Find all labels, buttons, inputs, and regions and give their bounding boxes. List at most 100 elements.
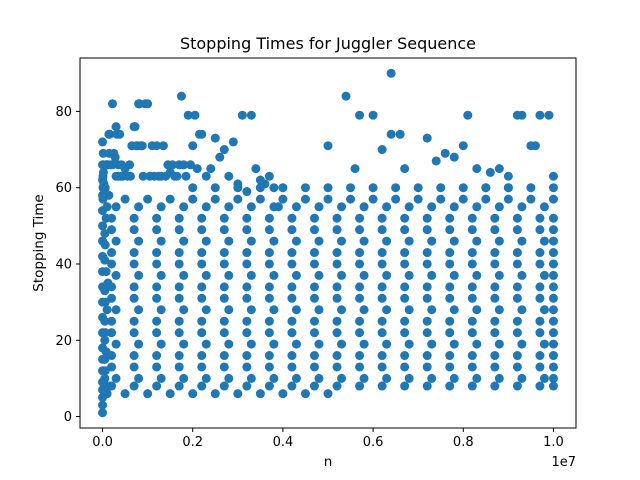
scatter-point (134, 339, 144, 349)
scatter-point (210, 194, 220, 204)
scatter-point (242, 316, 252, 326)
scatter-point (152, 316, 162, 326)
scatter-point (517, 305, 527, 315)
scatter-point (137, 141, 147, 151)
scatter-point (278, 183, 288, 193)
scatter-point (445, 328, 455, 338)
scatter-point (176, 91, 186, 101)
scatter-point (332, 328, 342, 338)
x-axis: 0.0 0.2 0.4 0.6 0.8 1.0 (92, 428, 564, 450)
scatter-point (152, 259, 162, 269)
scatter-point (377, 213, 387, 223)
scatter-point (422, 293, 432, 303)
scatter-point (386, 129, 396, 139)
scatter-point (100, 255, 110, 265)
scatter-point (490, 362, 500, 372)
scatter-point (104, 190, 114, 200)
scatter-point (512, 351, 522, 361)
scatter-point (152, 362, 162, 372)
scatter-point (264, 351, 274, 361)
scatter-point (445, 351, 455, 361)
scatter-point (512, 316, 522, 326)
scatter-point (539, 236, 549, 246)
scatter-point (269, 339, 279, 349)
scatter-point (264, 225, 274, 235)
scatter-point (156, 373, 166, 383)
x-tick-label: 0.0 (92, 435, 113, 450)
scatter-point (445, 381, 455, 391)
scatter-point (512, 328, 522, 338)
scatter-point (197, 293, 207, 303)
scatter-point (309, 225, 319, 235)
scatter-point (377, 316, 387, 326)
scatter-point (111, 202, 121, 212)
scatter-point (179, 236, 189, 246)
scatter-point (332, 381, 342, 391)
scatter-point (107, 259, 117, 269)
scatter-point (377, 225, 387, 235)
scatter-point (219, 259, 229, 269)
scatter-point (548, 183, 558, 193)
scatter-point (242, 213, 252, 223)
scatter-point (445, 282, 455, 292)
x-offset-label: 1e7 (551, 455, 576, 470)
scatter-point (445, 225, 455, 235)
scatter-point (129, 225, 139, 235)
scatter-point (264, 362, 274, 372)
scatter-point (120, 389, 130, 399)
scatter-point (422, 213, 432, 223)
scatter-point (174, 248, 184, 258)
scatter-point (237, 110, 247, 120)
scatter-point (490, 259, 500, 269)
scatter-point (129, 381, 139, 391)
scatter-point (309, 213, 319, 223)
scatter-point (377, 293, 387, 303)
scatter-point (255, 389, 265, 399)
scatter-point (126, 171, 135, 181)
scatter-point (287, 351, 297, 361)
scatter-point (188, 194, 198, 204)
scatter-point (332, 248, 342, 258)
y-axis-label: Stopping Time (31, 194, 47, 291)
scatter-point (242, 187, 252, 197)
scatter-point (472, 339, 482, 349)
scatter-point (368, 110, 378, 120)
scatter-point (210, 133, 220, 143)
scatter-point (98, 221, 108, 231)
scatter-point (201, 270, 211, 280)
scatter-point (269, 305, 279, 315)
scatter-point (309, 259, 319, 269)
scatter-point (309, 381, 319, 391)
scatter-point (355, 248, 365, 258)
scatter-point (517, 110, 527, 120)
scatter-point (219, 293, 229, 303)
scatter-point (107, 293, 117, 303)
scatter-point (111, 339, 121, 349)
scatter-point (323, 141, 333, 151)
scatter-point (314, 373, 324, 383)
scatter-point (172, 171, 182, 181)
scatter-point (174, 351, 184, 361)
scatter-point (548, 305, 558, 315)
scatter-point (467, 259, 477, 269)
scatter-point (512, 248, 522, 258)
scatter-point (517, 270, 527, 280)
scatter-point (359, 270, 369, 280)
scatter-point (413, 194, 423, 204)
scatter-point (129, 259, 139, 269)
scatter-point (125, 160, 135, 170)
scatter-point (427, 373, 437, 383)
scatter-point (219, 225, 229, 235)
scatter-point (422, 225, 432, 235)
scatter-point (264, 328, 274, 338)
scatter-point (111, 236, 121, 246)
scatter-point (291, 339, 301, 349)
scatter-point (467, 381, 477, 391)
scatter-point (246, 202, 256, 212)
scatter-point (400, 316, 410, 326)
scatter-point (152, 248, 162, 258)
scatter-point (107, 248, 117, 258)
scatter-point (539, 373, 549, 383)
scatter-point (242, 362, 252, 372)
scatter-point (503, 194, 513, 204)
